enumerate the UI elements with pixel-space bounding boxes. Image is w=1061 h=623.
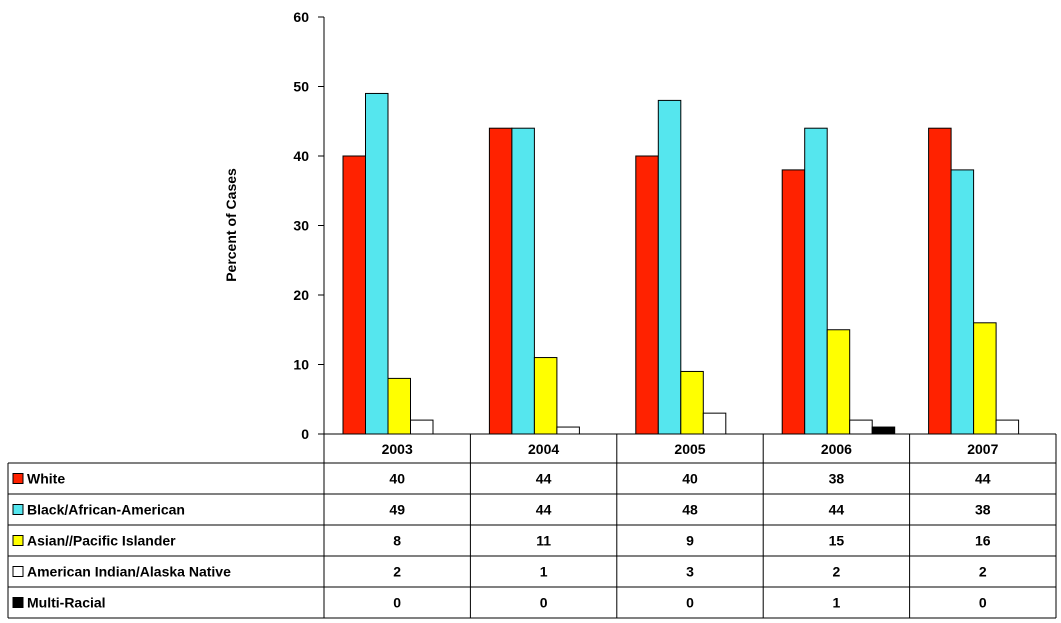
table-value: 9 [686,533,694,549]
y-tick-label: 50 [293,79,309,95]
legend-swatch [12,473,24,484]
table-value: 2 [393,564,401,580]
table-value: 1 [833,595,841,611]
bar-0-3 [781,169,806,435]
bar-4-3 [871,426,896,435]
bar-2-4 [973,322,997,435]
table-value: 3 [686,564,694,580]
bars-layer [342,92,1020,435]
bar-1-0 [365,92,389,435]
table-value: 44 [829,502,845,518]
table-value: 49 [389,502,405,518]
axes-layer: 0 10 20 30 40 50 60 [293,9,325,442]
table-value: 38 [829,471,845,487]
category-label: 2004 [528,441,559,457]
table-value: 2 [833,564,841,580]
y-tick-label: 0 [301,426,309,442]
table-value: 0 [540,595,548,611]
bar-0-1 [488,127,513,435]
table-value: 44 [536,471,552,487]
bar-3-3 [849,419,873,435]
category-label: 2005 [674,441,705,457]
category-label: 2006 [821,441,852,457]
bar-0-2 [635,155,659,435]
legend-swatch [12,597,24,608]
table-value: 40 [389,471,405,487]
table-value: 15 [829,533,845,549]
table-value: 0 [979,595,987,611]
bar-1-2 [657,99,682,435]
table-value: 40 [682,471,698,487]
table-value: 11 [536,533,551,549]
table-value: 44 [536,502,552,518]
table-value: 44 [975,471,991,487]
bar-1-3 [804,127,828,435]
table-value: 2 [979,564,987,580]
table-value: 0 [393,595,401,611]
bar-2-2 [680,370,704,435]
bar-3-2 [702,412,727,435]
bar-0-4 [928,127,952,435]
bar-2-0 [387,377,411,435]
bar-3-1 [556,426,580,435]
bar-1-4 [950,169,975,435]
bar-2-1 [533,357,558,435]
legend-swatch [12,535,24,546]
table-value: 8 [393,533,401,549]
table-value: 38 [975,502,991,518]
y-tick-label: 40 [293,148,309,164]
y-tick-label: 30 [293,218,309,234]
table-value: 48 [682,502,698,518]
bar-3-0 [410,419,434,435]
legend-label: American Indian/Alaska Native [27,564,231,580]
bar-3-4 [995,419,1020,435]
y-tick-label: 20 [293,287,309,303]
table-value: 16 [975,533,991,549]
bar-1-1 [511,127,535,435]
legend-label: Asian//Pacific Islander [27,533,176,549]
table-value: 1 [540,564,548,580]
category-label: 2007 [967,441,998,457]
table-value: 0 [686,595,694,611]
legend-label: White [27,471,65,487]
bar-0-0 [342,155,366,435]
legend-swatch [12,504,24,515]
y-axis-label: Percent of Cases [223,168,239,282]
y-tick-label: 10 [293,357,309,373]
legend-label: Multi-Racial [27,595,106,611]
legend-swatch [12,566,24,577]
legend-label: Black/African-American [27,502,185,518]
category-label: 2003 [382,441,413,457]
bar-2-3 [826,329,851,435]
y-tick-label: 60 [293,9,309,25]
